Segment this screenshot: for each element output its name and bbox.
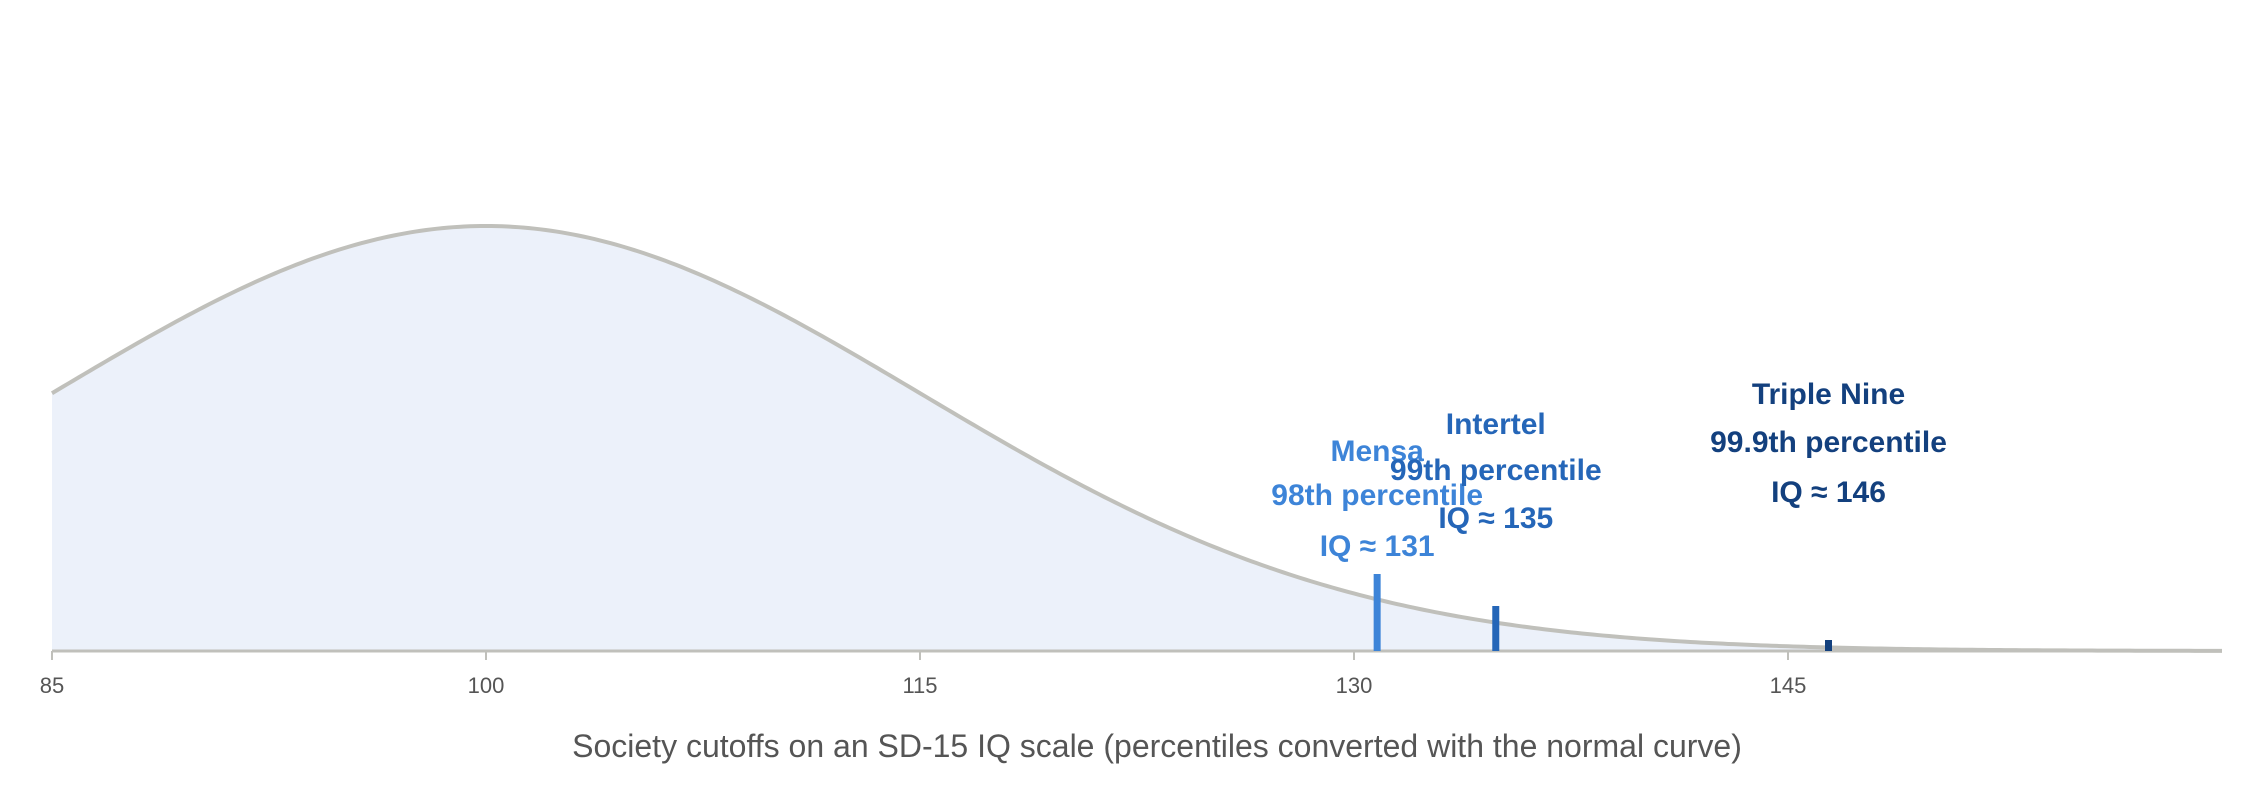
x-axis-ticks: 85 100 115 130 145 [40,651,1807,698]
x-tick-label: 115 [902,673,937,698]
marker-percentile: 98th percentile [1271,479,1483,512]
density-curve [50,223,2223,653]
x-tick-label: 85 [40,673,64,698]
marker-iq: IQ ≈ 135 [1438,502,1553,535]
marker-iq: IQ ≈ 131 [1320,530,1435,563]
x-axis-label: Society cutoffs on an SD-15 IQ scale (pe… [572,728,1742,764]
marker-name: Triple Nine [1752,378,1905,411]
marker-percentile: 99.9th percentile [1710,426,1947,459]
x-tick-label: 145 [1770,673,1807,698]
marker-percentile: 99th percentile [1390,454,1602,487]
cutoff-markers: Mensa 98th percentile IQ ≈ 131 Intertel 99th… [1271,378,1947,651]
density-area [52,226,2222,651]
marker-name: Mensa [1330,435,1424,468]
marker-iq: IQ ≈ 146 [1771,476,1886,509]
x-tick-label: 100 [468,673,505,698]
x-tick-label: 130 [1336,673,1373,698]
marker-name: Intertel [1446,408,1546,441]
